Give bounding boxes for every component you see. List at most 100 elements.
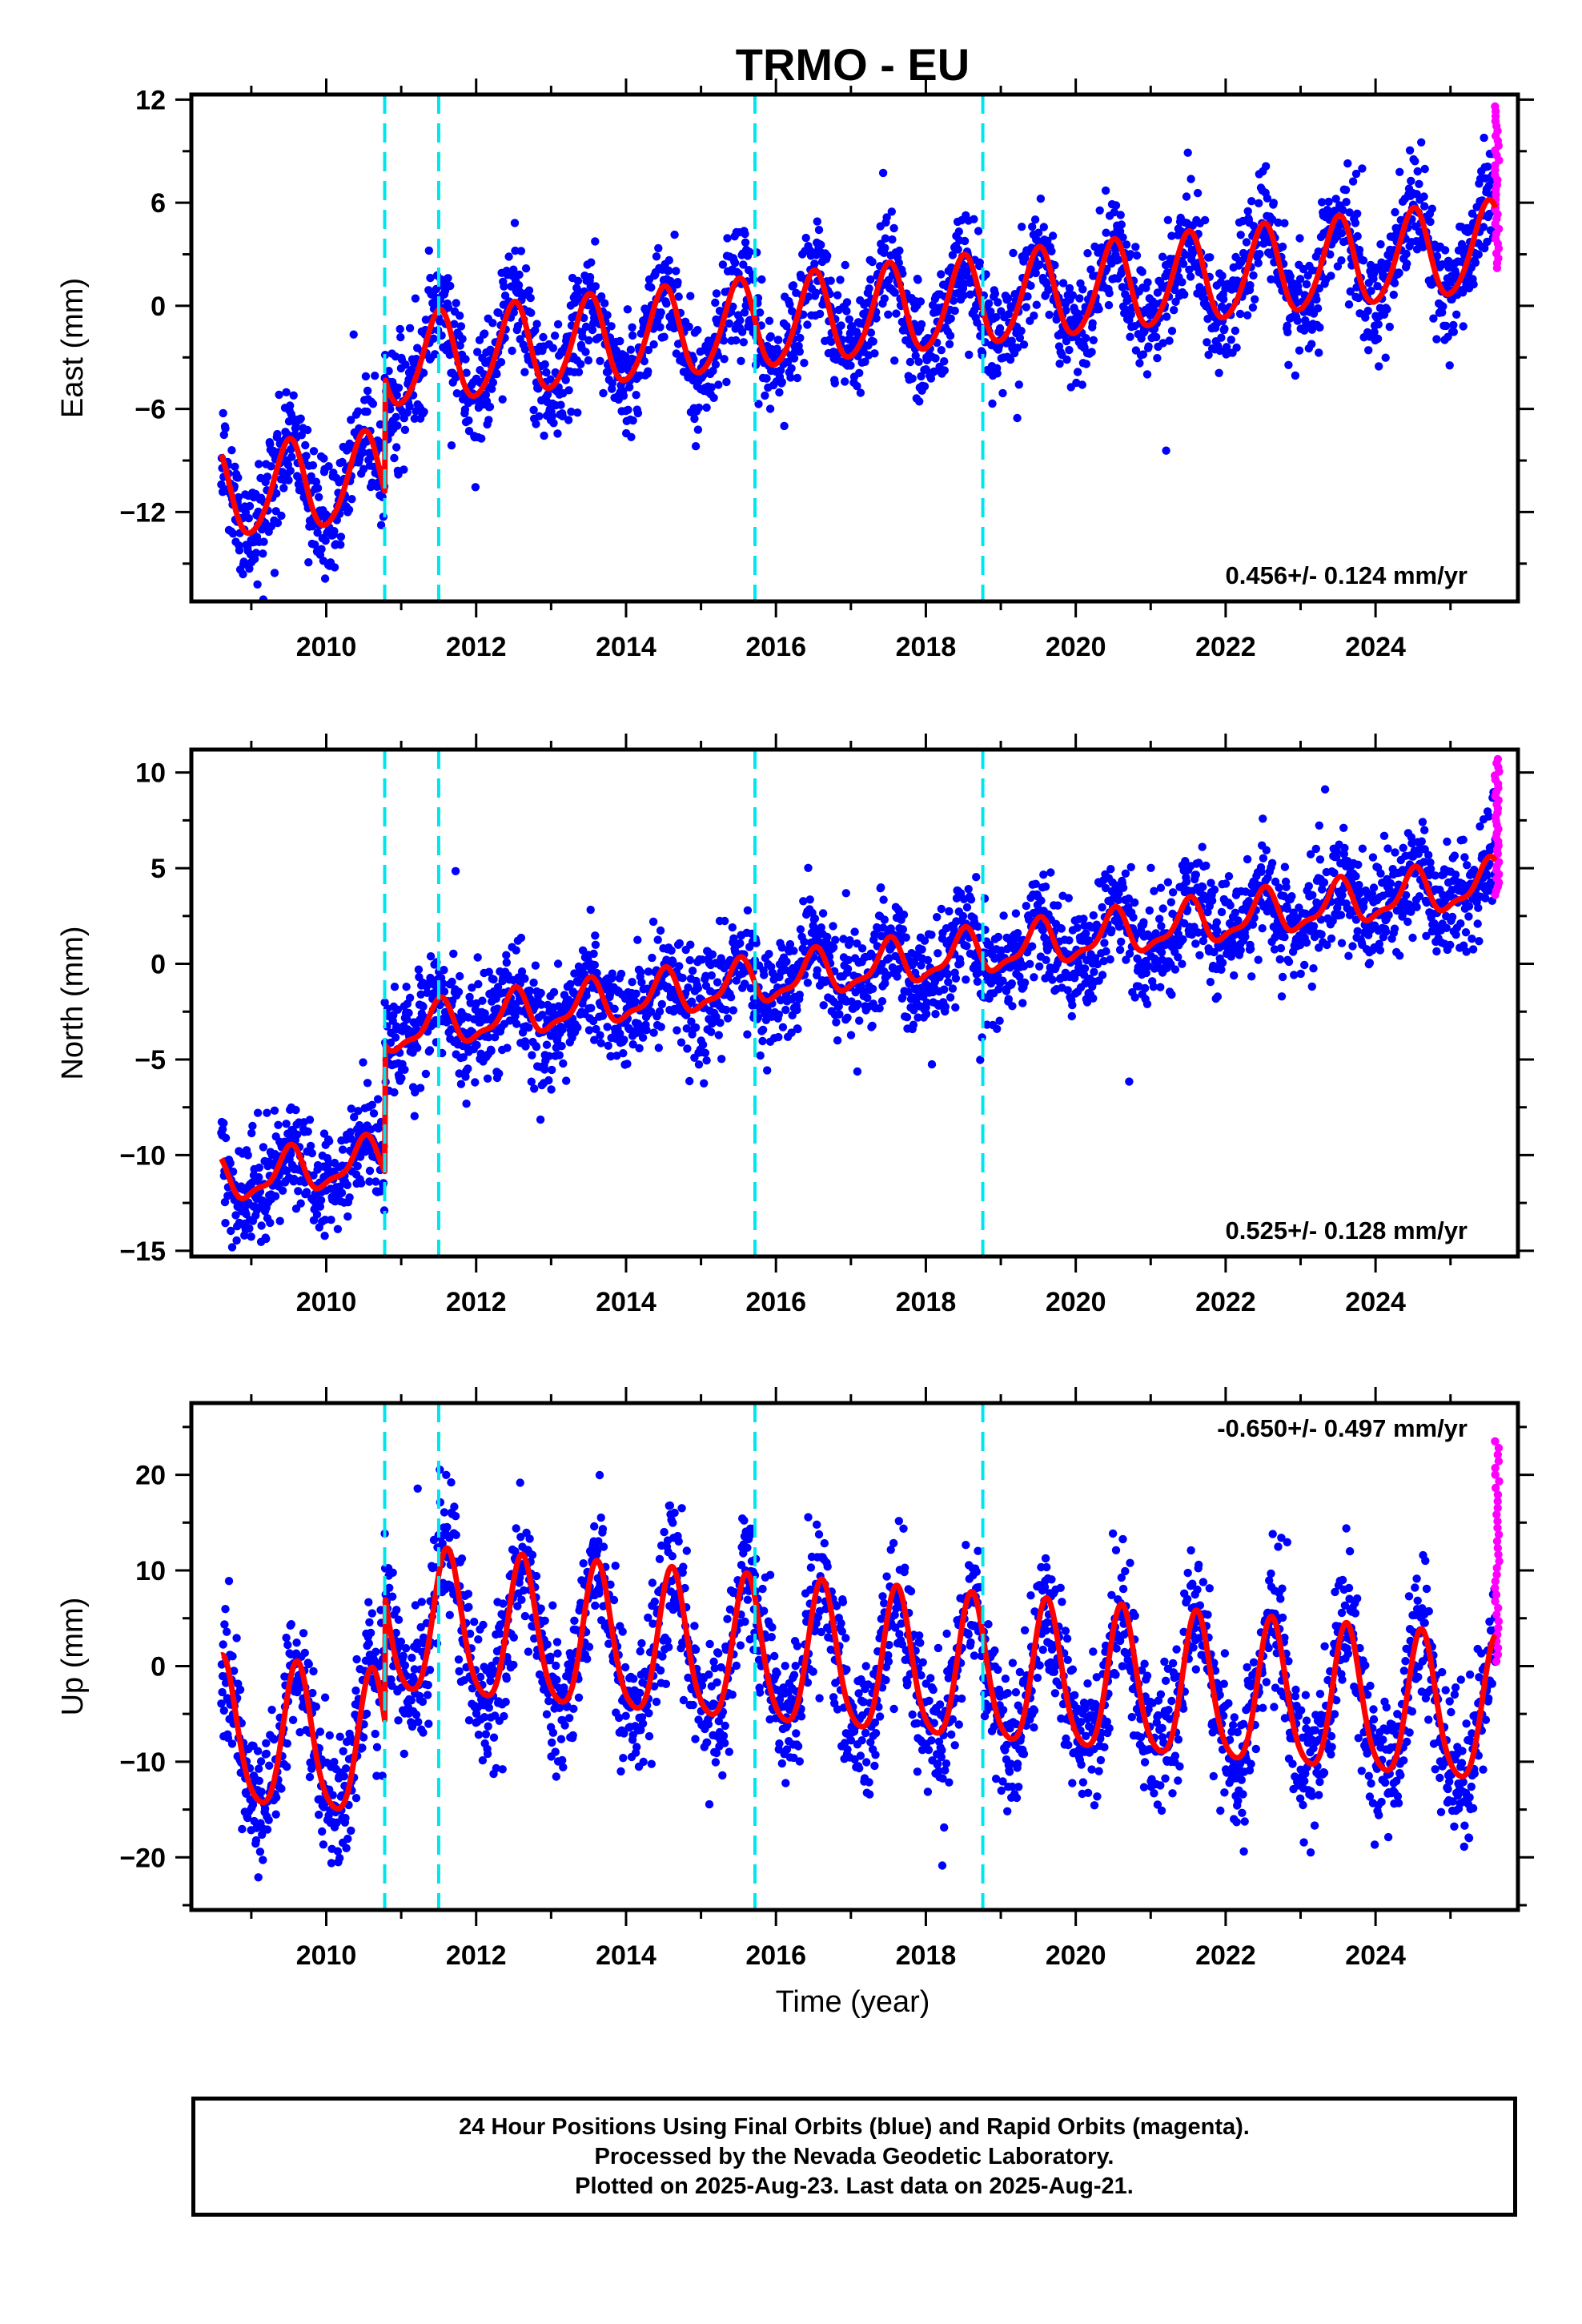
data-point (1427, 204, 1437, 213)
chart-title: TRMO - EU (736, 39, 970, 90)
data-point (1170, 306, 1178, 315)
data-point (1095, 206, 1104, 215)
data-point (458, 335, 467, 344)
data-point (581, 322, 591, 332)
data-point (303, 1127, 312, 1136)
data-point (628, 416, 637, 425)
data-point (1407, 176, 1415, 186)
data-point (536, 988, 545, 998)
data-point (405, 402, 414, 411)
data-point (347, 495, 356, 504)
data-point (405, 993, 415, 1003)
data-point (707, 383, 716, 392)
data-point (1094, 304, 1103, 314)
data-point (416, 1084, 425, 1092)
data-point (993, 369, 1002, 378)
data-point (694, 403, 704, 412)
data-point (958, 911, 968, 921)
data-point (1231, 326, 1240, 336)
data-point (1420, 164, 1429, 174)
data-point (868, 984, 877, 994)
data-point (823, 251, 832, 260)
data-point (736, 939, 745, 948)
data-point (880, 294, 889, 303)
data-point (1275, 955, 1284, 964)
data-point (793, 1005, 801, 1015)
data-point (1342, 198, 1351, 207)
data-point (855, 368, 864, 377)
data-point (723, 234, 732, 243)
data-point (1156, 883, 1166, 892)
data-point (1324, 197, 1333, 207)
data-point (343, 1212, 352, 1221)
data-point (287, 452, 296, 461)
data-point (1307, 340, 1316, 348)
data-point (778, 1023, 788, 1031)
data-point (1341, 186, 1351, 195)
data-point (616, 969, 626, 979)
data-point (869, 337, 877, 346)
data-point (596, 356, 604, 365)
data-point (691, 1023, 701, 1032)
data-point (1082, 929, 1090, 938)
data-point (508, 346, 516, 356)
data-point (758, 1036, 767, 1046)
data-point (796, 925, 805, 934)
data-point (456, 971, 464, 981)
data-point (1259, 854, 1268, 862)
data-point (1162, 312, 1171, 321)
data-point (504, 252, 513, 261)
data-point (856, 388, 865, 397)
data-point (866, 275, 875, 284)
data-point (811, 288, 821, 297)
data-point (1132, 251, 1142, 260)
data-point (543, 390, 552, 399)
data-point (721, 916, 729, 926)
data-point (311, 477, 321, 486)
data-point (793, 1024, 802, 1034)
data-point (546, 375, 555, 384)
data-point (603, 1023, 612, 1031)
data-point (321, 537, 330, 545)
data-point (1158, 904, 1167, 913)
rapid-point (1491, 102, 1500, 111)
data-point (916, 297, 926, 306)
data-point (1026, 959, 1034, 969)
data-point (1042, 955, 1050, 965)
data-point (774, 336, 783, 344)
data-point (1249, 271, 1258, 280)
data-point (1105, 288, 1114, 298)
data-point (591, 282, 600, 291)
data-point (521, 1042, 530, 1051)
data-point (1251, 295, 1259, 304)
data-point (1206, 253, 1215, 262)
data-point (1045, 310, 1054, 320)
data-point (460, 405, 470, 414)
data-point (485, 402, 495, 412)
data-point (446, 281, 455, 291)
data-point (833, 1036, 842, 1045)
data-point (247, 1128, 256, 1138)
data-point (736, 316, 745, 325)
data-point (881, 243, 889, 252)
data-point (444, 304, 453, 312)
data-point (690, 414, 699, 424)
data-point (410, 414, 419, 423)
data-point (492, 369, 501, 379)
data-point (234, 473, 243, 482)
data-point (1411, 157, 1419, 166)
data-point (447, 441, 456, 450)
data-point (255, 460, 263, 468)
data-point (917, 372, 926, 381)
data-point (219, 430, 228, 440)
data-point (868, 1021, 877, 1031)
data-point (1152, 332, 1161, 342)
data-point (390, 983, 400, 991)
data-point (909, 1020, 918, 1029)
data-point (1067, 1011, 1077, 1021)
data-point (304, 558, 313, 567)
data-point (1018, 223, 1026, 231)
panel-0: 2010 2012 2014 2016 2018 2020 2022 20241260−6−1… (56, 78, 1534, 662)
x-tick-label: 2014 (596, 632, 656, 662)
data-point (581, 348, 590, 356)
